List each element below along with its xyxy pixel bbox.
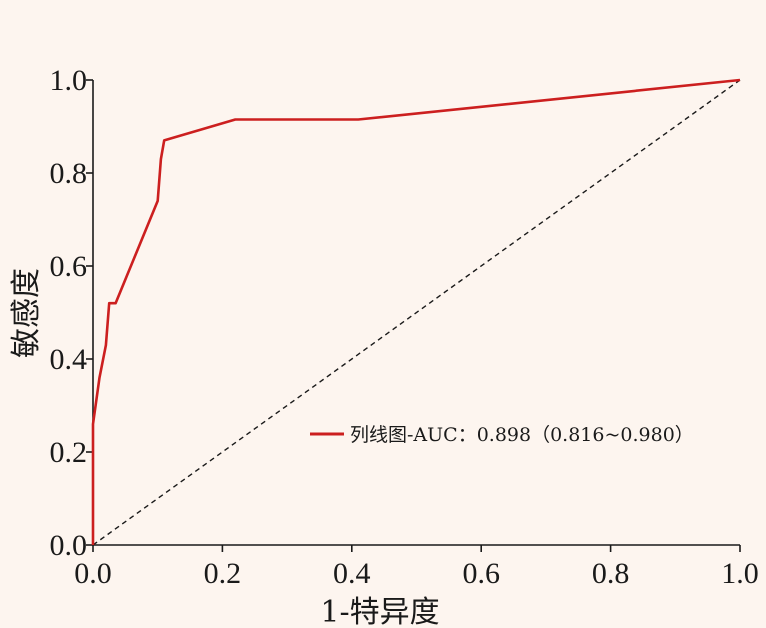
x-tick-label: 0.2 xyxy=(204,557,242,590)
legend: 列线图-AUC：0.898（0.816~0.980） xyxy=(310,424,694,446)
reference-diagonal-line xyxy=(93,80,740,545)
y-tick-label: 0.0 xyxy=(50,529,88,562)
x-tick-label: 0.8 xyxy=(592,557,630,590)
y-tick-label: 0.6 xyxy=(50,250,88,283)
legend-label-nomogram: 列线图-AUC：0.898（0.816~0.980） xyxy=(350,424,694,446)
x-ticks: 0.0 0.2 0.4 0.6 0.8 1.0 xyxy=(74,545,759,590)
x-tick-label: 0.4 xyxy=(333,557,371,590)
y-tick-label: 0.2 xyxy=(50,436,88,469)
y-tick-label: 1.0 xyxy=(50,64,88,97)
y-tick-label: 0.8 xyxy=(50,157,88,190)
y-axis-title: 敏感度 xyxy=(9,268,44,358)
x-tick-label: 1.0 xyxy=(721,557,759,590)
y-ticks: 0.0 0.2 0.4 0.6 0.8 1.0 xyxy=(50,64,94,562)
x-tick-label: 0.6 xyxy=(462,557,500,590)
y-tick-label: 0.4 xyxy=(50,343,88,376)
series-layer xyxy=(93,80,740,545)
x-axis-title: 1-特异度 xyxy=(320,595,439,628)
